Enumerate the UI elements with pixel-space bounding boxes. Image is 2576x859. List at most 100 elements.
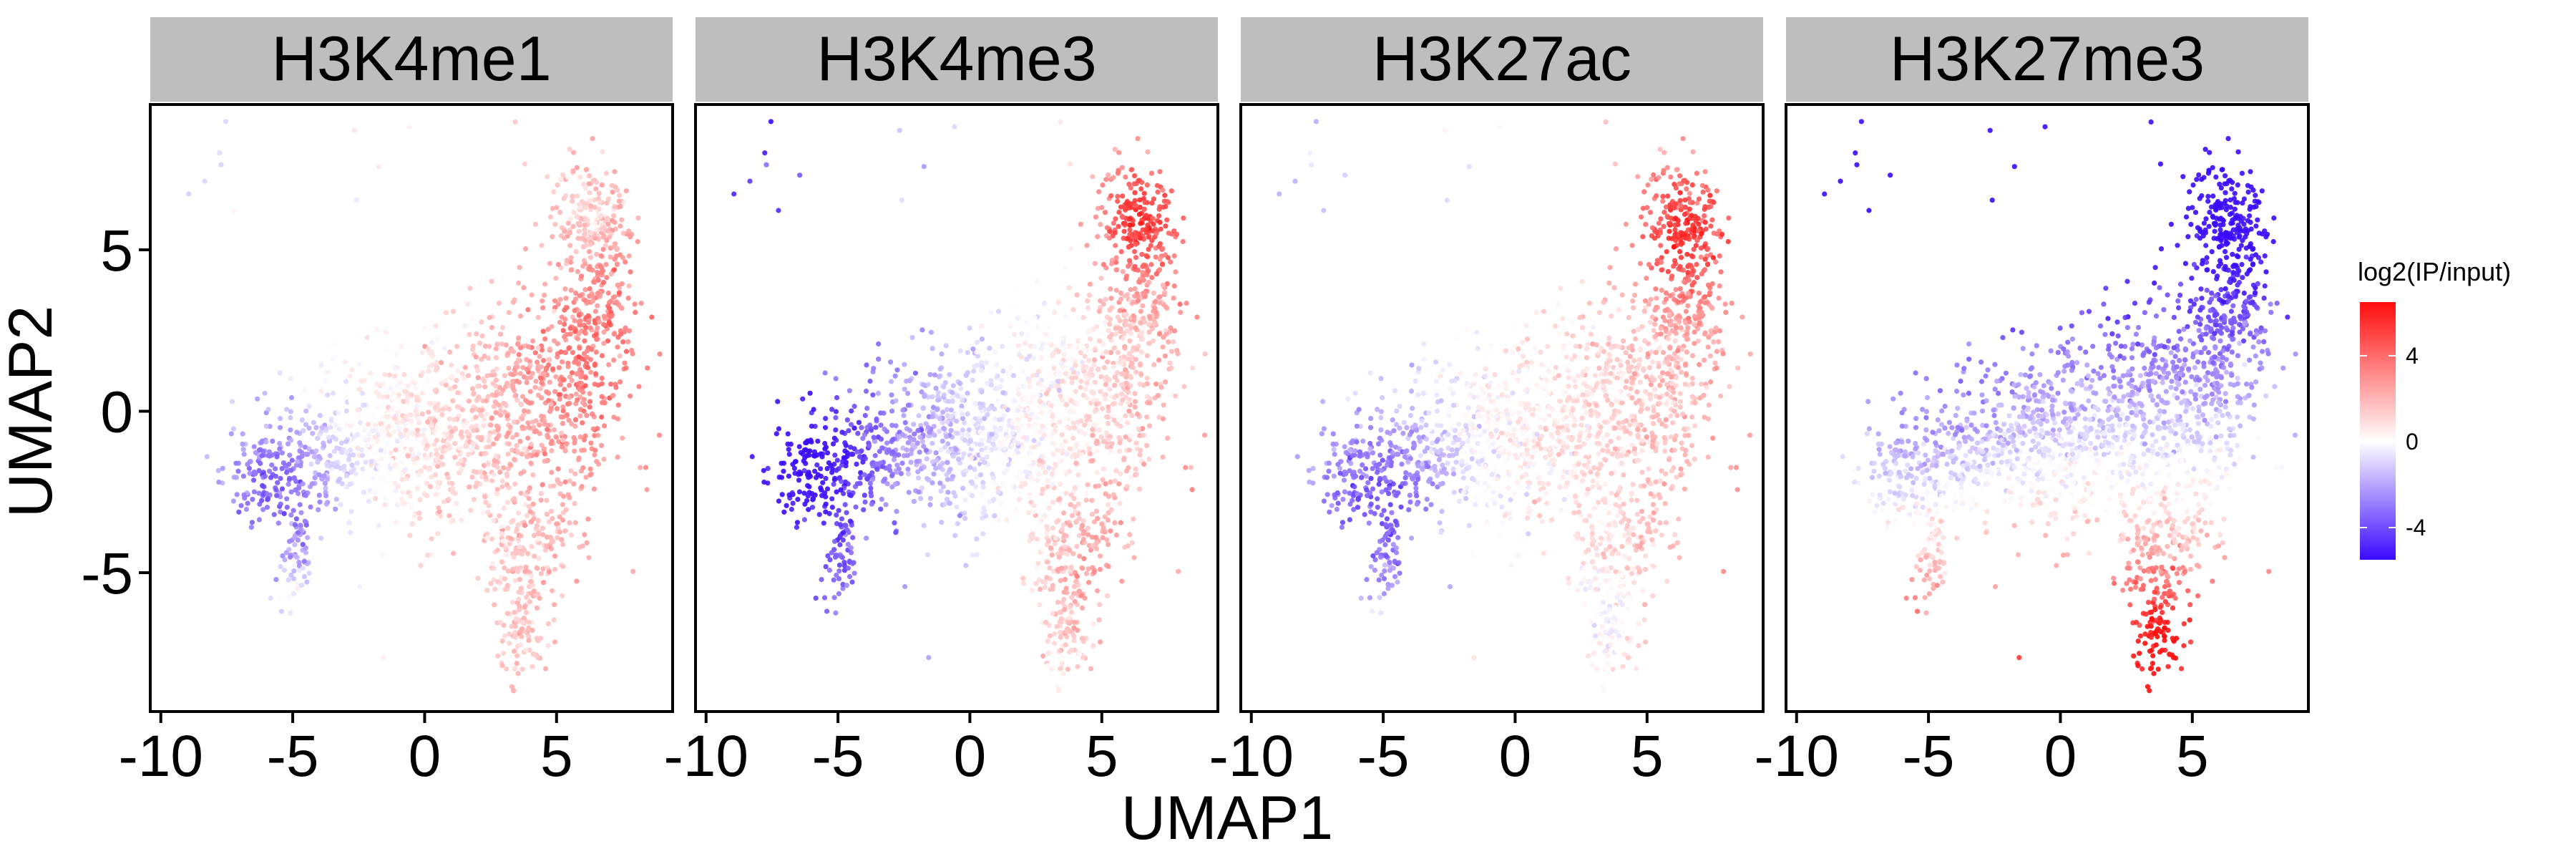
scatter-point: [1089, 389, 1095, 395]
scatter-point: [1131, 313, 1136, 319]
scatter-point: [834, 512, 839, 518]
scatter-point: [1557, 484, 1563, 490]
scatter-point: [938, 447, 944, 453]
scatter-point: [1609, 470, 1614, 477]
scatter-point: [497, 408, 504, 414]
scatter-point: [555, 341, 561, 346]
scatter-point: [547, 409, 553, 414]
scatter-point: [657, 351, 663, 357]
scatter-point: [1092, 409, 1098, 414]
scatter-point: [291, 576, 297, 582]
scatter-point: [440, 407, 446, 412]
scatter-point: [527, 509, 533, 515]
scatter-point: [1045, 341, 1050, 347]
scatter-point: [432, 387, 438, 394]
scatter-point: [592, 452, 597, 458]
scatter-point: [376, 394, 382, 399]
scatter-point: [882, 476, 888, 482]
scatter-point: [468, 508, 474, 513]
scatter-point: [502, 373, 507, 379]
scatter-point: [1587, 513, 1593, 519]
scatter-point: [494, 465, 500, 470]
scatter-point: [848, 492, 854, 498]
scatter-point: [1020, 375, 1026, 381]
scatter-point: [353, 471, 358, 477]
scatter-point: [1566, 368, 1571, 374]
scatter-point: [1018, 354, 1024, 360]
scatter-point: [937, 366, 943, 372]
scatter-point: [512, 634, 518, 640]
scatter-point: [457, 404, 462, 410]
scatter-point: [522, 408, 527, 414]
scatter-point: [288, 376, 293, 382]
scatter-point: [514, 653, 520, 659]
scatter-point: [247, 470, 253, 476]
scatter-point: [462, 323, 468, 329]
scatter-point: [957, 381, 963, 387]
scatter-point: [859, 424, 864, 431]
scatter-point: [608, 382, 614, 387]
scatter-point: [921, 465, 927, 470]
scatter-point: [568, 287, 574, 293]
scatter-point: [1483, 366, 1488, 372]
scatter-point: [622, 360, 628, 366]
scatter-point: [980, 480, 986, 485]
scatter-point: [393, 488, 399, 494]
scatter-point: [991, 497, 997, 503]
scatter-point: [1125, 543, 1131, 549]
scatter-point: [1668, 413, 1674, 419]
scatter-point: [334, 445, 340, 451]
scatter-point: [451, 550, 457, 556]
scatter-point: [1064, 551, 1070, 557]
scatter-point: [1144, 442, 1150, 449]
scatter-point: [584, 540, 590, 545]
scatter-point: [948, 427, 954, 434]
scatter-point: [1577, 433, 1583, 439]
scatter-point: [486, 437, 492, 444]
scatter-point: [879, 445, 885, 451]
scatter-point: [582, 201, 588, 207]
scatter-point: [592, 320, 598, 326]
scatter-point: [776, 208, 781, 213]
scatter-point: [1094, 324, 1100, 329]
x-tick-label: 0: [409, 724, 441, 789]
scatter-point: [1161, 198, 1167, 204]
scatter-point: [538, 571, 545, 576]
scatter-point: [505, 500, 511, 505]
scatter-point: [235, 468, 241, 474]
scatter-point: [499, 639, 505, 644]
scatter-point: [576, 331, 582, 336]
scatter-point: [1111, 364, 1116, 369]
scatter-point: [884, 450, 890, 455]
scatter-point: [417, 437, 423, 443]
scatter-point: [1473, 329, 1479, 335]
scatter-point: [580, 420, 585, 426]
scatter-point: [1001, 461, 1007, 467]
scatter-point: [1018, 414, 1024, 420]
scatter-point: [526, 424, 532, 430]
scatter-point: [556, 364, 562, 371]
scatter-point: [1055, 379, 1060, 384]
scatter-point: [260, 448, 266, 455]
scatter-point: [612, 300, 618, 306]
scatter-point: [1141, 190, 1147, 196]
scatter-point: [1650, 421, 1656, 427]
scatter-point: [1094, 438, 1100, 444]
scatter-point: [434, 515, 440, 521]
scatter-point: [388, 385, 394, 392]
scatter-point: [1106, 437, 1111, 443]
scatter-point: [875, 390, 881, 397]
scatter-point: [1531, 499, 1538, 505]
scatter-point: [532, 553, 537, 559]
scatter-point: [382, 372, 388, 377]
scatter-point: [555, 466, 561, 472]
scatter-point: [601, 329, 607, 335]
scatter-point: [1135, 293, 1141, 299]
scatter-point: [1101, 392, 1107, 398]
scatter-point: [894, 508, 899, 515]
scatter-point: [917, 435, 923, 440]
scatter-point: [284, 407, 290, 412]
scatter-point: [1103, 177, 1109, 183]
scatter-point: [577, 205, 583, 210]
scatter-point: [408, 430, 414, 436]
